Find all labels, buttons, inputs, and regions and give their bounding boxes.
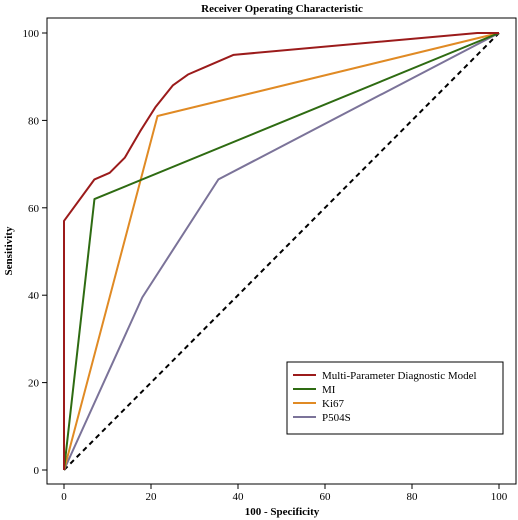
legend: Multi-Parameter Diagnostic Model MI Ki67 P5… — [286, 361, 504, 435]
y-tick-label: 80 — [28, 115, 40, 127]
legend-label: Ki67 — [322, 398, 345, 410]
x-axis-label: 100 - Specificity — [245, 506, 320, 518]
y-axis-label: Sensitivity — [3, 226, 15, 275]
series-line — [63, 32, 500, 471]
plot-frame — [46, 17, 517, 485]
series-line — [63, 32, 500, 471]
y-tick-label: 0 — [34, 465, 40, 477]
x-tick-label: 60 — [320, 491, 332, 503]
y-tick-label: 60 — [28, 203, 40, 215]
series-line — [63, 32, 499, 470]
y-tick-label: 40 — [28, 290, 40, 302]
legend-label: Multi-Parameter Diagnostic Model — [322, 370, 477, 382]
legend-box — [286, 361, 504, 435]
x-tick-label: 0 — [61, 491, 67, 503]
x-tick-label: 40 — [233, 491, 245, 503]
axis-ticks: 0 20 40 60 80 100 0 20 40 60 80 100 — [23, 28, 508, 503]
x-tick-label: 20 — [146, 491, 158, 503]
y-tick-label: 100 — [23, 28, 40, 40]
reference-diagonal-line — [63, 32, 500, 471]
series-line — [63, 32, 500, 471]
x-tick-label: 100 — [491, 491, 508, 503]
chart-title: Receiver Operating Characteristic — [201, 3, 363, 15]
legend-label: MI — [322, 384, 336, 396]
series-lines — [63, 32, 500, 471]
legend-label: P504S — [322, 412, 351, 424]
x-tick-label: 80 — [407, 491, 419, 503]
y-tick-label: 20 — [28, 378, 40, 390]
